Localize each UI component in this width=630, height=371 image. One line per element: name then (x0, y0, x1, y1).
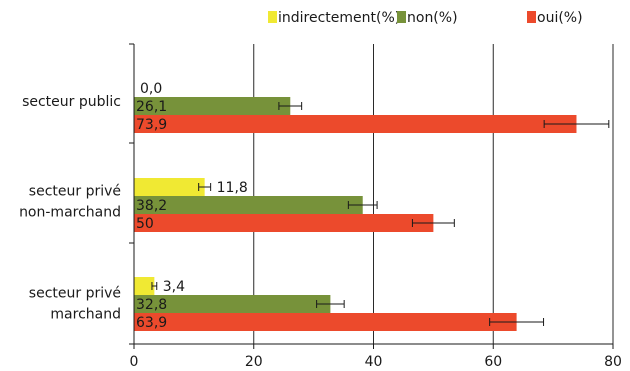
error-bar-s1-c0 (278, 102, 303, 110)
error-bar-s1-c1 (347, 201, 378, 209)
legend-label-2: oui(%) (537, 10, 583, 26)
legend-swatch-2 (527, 11, 536, 23)
value-label-s2-c0: 73,9 (136, 117, 167, 133)
value-label-s0-c2: 3,4 (163, 279, 185, 295)
x-tick-label-80: 80 (604, 354, 622, 370)
error-bar-s2-c1 (411, 219, 455, 227)
legend-swatch-0 (268, 11, 277, 23)
error-bar-s0-c2 (151, 282, 158, 290)
legend-swatch-1 (397, 11, 406, 23)
axis-layer: 0 20 40 60 80 secteur public secteur privé non-… (19, 43, 622, 370)
bar-s0-c1 (134, 178, 205, 196)
error-bar-s0-c1 (198, 183, 212, 191)
x-tick-label-60: 60 (484, 354, 502, 370)
bar-s2-c1 (134, 214, 434, 232)
bar-s1-c2 (134, 295, 331, 313)
bar-s2-c0 (134, 115, 577, 133)
x-tick-label-0: 0 (130, 354, 139, 370)
bar-s1-c1 (134, 196, 363, 214)
bar-s0-c2 (134, 277, 155, 295)
value-label-s2-c2: 63,9 (136, 315, 167, 331)
legend-label-0: indirectement(%) (278, 10, 400, 26)
category-label-2-0: secteur privé (29, 286, 121, 302)
x-tick-label-20: 20 (245, 354, 263, 370)
category-label-0-0: secteur public (22, 94, 121, 110)
value-label-s1-c2: 32,8 (136, 297, 167, 313)
value-label-s1-c0: 26,1 (136, 99, 167, 115)
category-label-1-0: secteur privé (29, 184, 121, 200)
category-label-1-1: non-marchand (19, 205, 121, 221)
x-tick-label-40: 40 (365, 354, 383, 370)
error-bar-s2-c2 (489, 318, 545, 326)
error-bar-s2-c0 (543, 120, 610, 128)
bar-s2-c2 (134, 313, 517, 331)
value-label-s2-c1: 50 (136, 216, 154, 232)
bar-layer (134, 97, 610, 331)
grid-layer (253, 44, 614, 344)
legend-label-1: non(%) (407, 10, 458, 26)
value-label-s0-c1: 11,8 (217, 180, 248, 196)
bar-s1-c0 (134, 97, 291, 115)
value-label-s0-c0: 0,0 (140, 81, 162, 97)
error-bar-s1-c2 (316, 300, 345, 308)
legend: indirectement(%) non(%) oui(%) (268, 10, 583, 26)
value-label-s1-c1: 38,2 (136, 198, 167, 214)
category-label-2-1: marchand (50, 307, 121, 323)
label-layer: 0,0 11,8 3,4 26,1 38,2 32,8 73,9 50 63,9 (136, 81, 248, 331)
